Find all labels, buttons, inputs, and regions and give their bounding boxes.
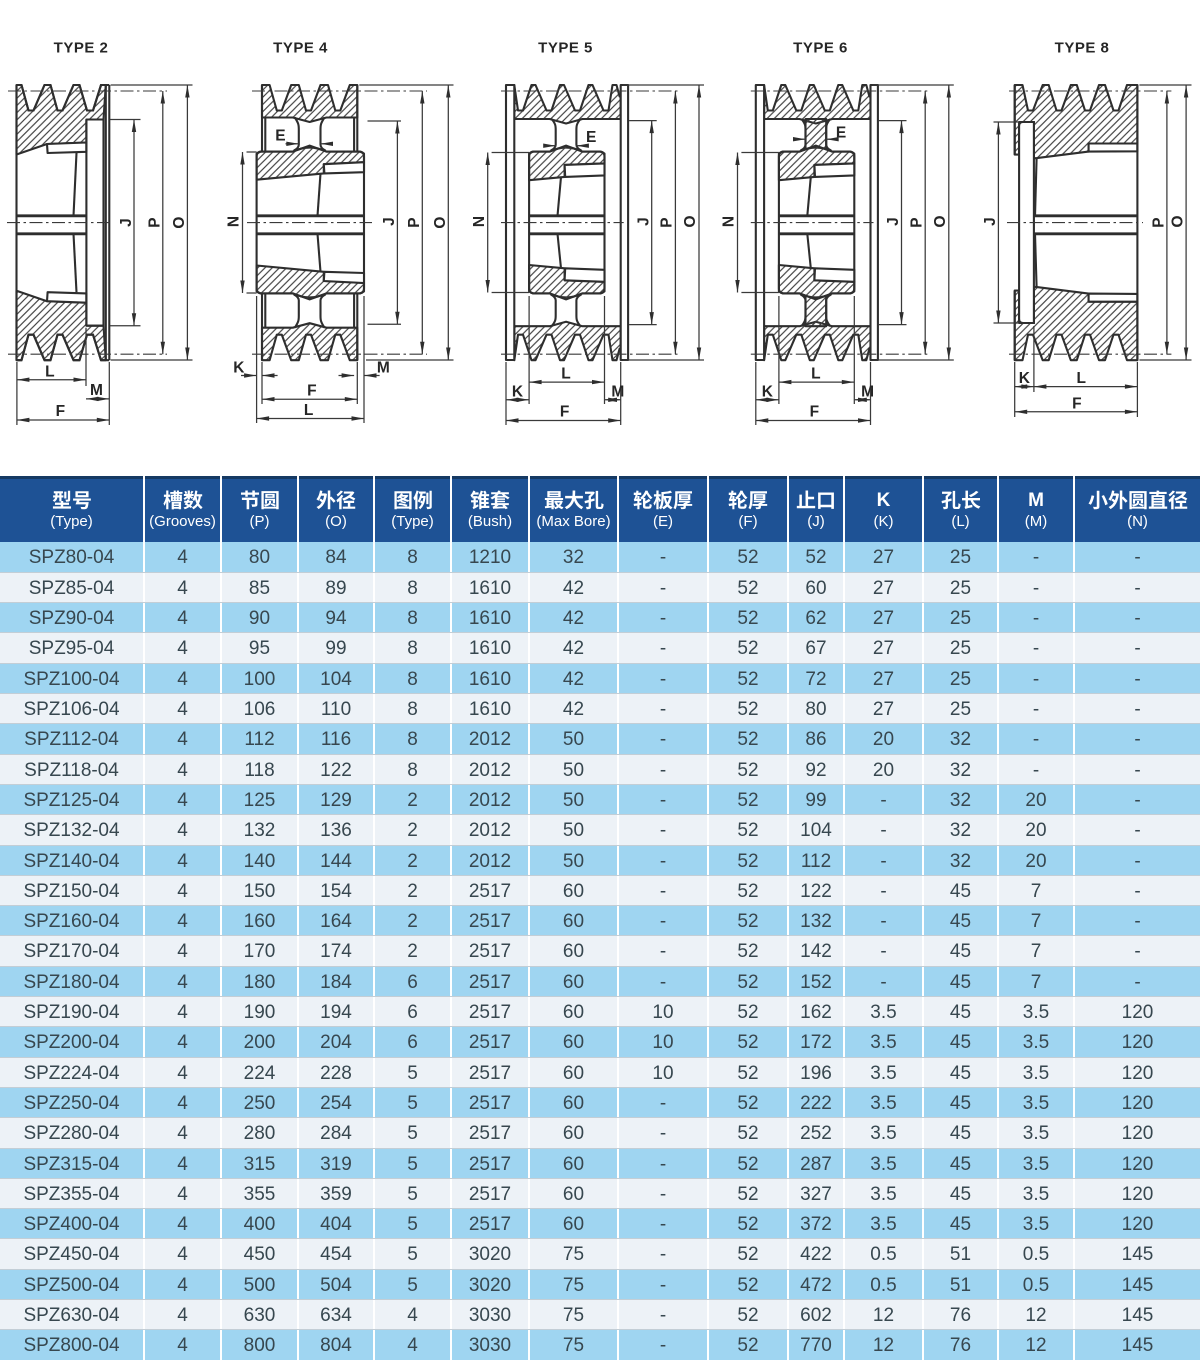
svg-text:O: O bbox=[682, 215, 699, 227]
svg-text:L: L bbox=[811, 366, 820, 383]
svg-text:L: L bbox=[561, 366, 570, 383]
svg-text:F: F bbox=[307, 383, 316, 400]
svg-text:F: F bbox=[810, 404, 819, 421]
svg-text:F: F bbox=[56, 403, 65, 420]
svg-text:N: N bbox=[721, 216, 738, 227]
svg-text:F: F bbox=[1072, 396, 1081, 413]
svg-text:TYPE 2: TYPE 2 bbox=[54, 40, 109, 57]
svg-text:N: N bbox=[471, 216, 488, 227]
svg-text:L: L bbox=[1076, 370, 1085, 387]
svg-text:J: J bbox=[118, 218, 135, 227]
svg-text:TYPE 8: TYPE 8 bbox=[1055, 40, 1110, 57]
svg-text:TYPE 4: TYPE 4 bbox=[273, 40, 328, 57]
svg-text:J: J bbox=[381, 217, 398, 226]
svg-text:J: J bbox=[982, 217, 999, 226]
svg-text:P: P bbox=[406, 217, 423, 227]
svg-text:K: K bbox=[1019, 370, 1031, 387]
svg-text:TYPE 6: TYPE 6 bbox=[793, 40, 848, 57]
svg-text:L: L bbox=[304, 402, 313, 419]
svg-text:P: P bbox=[908, 217, 925, 227]
svg-text:K: K bbox=[512, 384, 524, 401]
svg-text:O: O bbox=[932, 215, 949, 227]
svg-text:M: M bbox=[611, 384, 624, 401]
svg-text:E: E bbox=[586, 129, 596, 146]
svg-text:J: J bbox=[885, 217, 902, 226]
svg-text:M: M bbox=[377, 360, 390, 377]
svg-text:P: P bbox=[659, 217, 676, 227]
svg-text:F: F bbox=[560, 404, 569, 421]
svg-text:K: K bbox=[233, 360, 245, 377]
svg-text:O: O bbox=[171, 217, 188, 229]
svg-text:E: E bbox=[836, 124, 846, 141]
svg-text:O: O bbox=[1170, 215, 1187, 227]
svg-text:K: K bbox=[762, 384, 774, 401]
svg-text:O: O bbox=[432, 217, 449, 229]
svg-text:M: M bbox=[861, 384, 874, 401]
svg-text:TYPE 5: TYPE 5 bbox=[538, 40, 593, 57]
svg-text:P: P bbox=[1151, 217, 1168, 227]
svg-text:J: J bbox=[635, 217, 652, 226]
svg-text:M: M bbox=[90, 382, 103, 399]
svg-text:L: L bbox=[45, 363, 54, 380]
svg-text:N: N bbox=[225, 216, 242, 227]
svg-text:E: E bbox=[275, 127, 285, 144]
svg-text:P: P bbox=[147, 217, 164, 227]
